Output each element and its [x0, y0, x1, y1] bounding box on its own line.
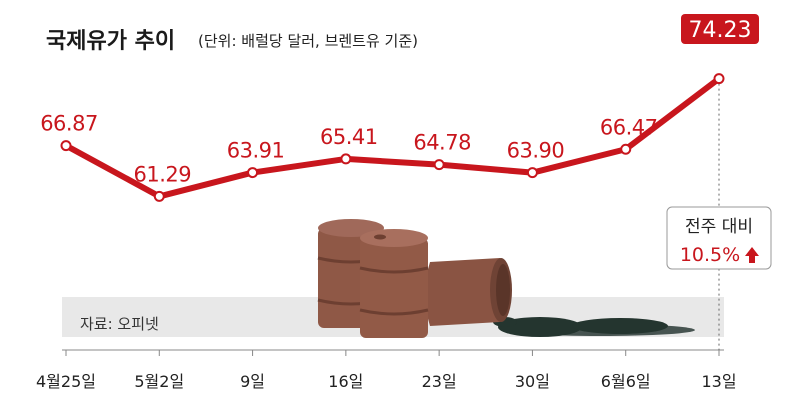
oil-barrels-illustration [317, 219, 695, 338]
data-label: 65.41 [320, 125, 378, 149]
data-point [247, 167, 259, 179]
data-point [433, 159, 445, 171]
chart-title: 국제유가 추이 [46, 29, 175, 54]
data-points [60, 73, 725, 202]
x-tick-label: 6월6일 [601, 372, 651, 391]
data-label: 66.87 [40, 112, 98, 136]
data-label: 63.90 [507, 139, 565, 163]
annotation-value: 10.5% [680, 244, 740, 266]
chart-unit: (단위: 배럴당 달러, 브렌트유 기준) [198, 32, 418, 50]
data-label: 74.23 [689, 18, 752, 43]
annotation-box [666, 206, 772, 270]
data-label: 63.91 [227, 139, 285, 163]
x-tick-label: 4월25일 [36, 372, 96, 391]
annotation-label: 전주 대비 [685, 217, 753, 237]
data-label: 64.78 [413, 131, 471, 155]
data-point [153, 190, 165, 202]
weekly-change-annotation: 전주 대비 10.5% [666, 206, 772, 270]
last-value-badge [681, 14, 759, 44]
x-tick-label: 13일 [701, 372, 736, 391]
data-point [713, 73, 725, 85]
x-tick-label: 30일 [515, 372, 550, 391]
data-point [340, 153, 352, 165]
data-point [60, 140, 72, 152]
data-labels: 66.87 61.29 63.91 65.41 64.78 63.90 66.47 74.23 [40, 14, 759, 186]
x-tick-label: 5월2일 [134, 372, 184, 391]
data-label: 61.29 [133, 162, 191, 186]
x-tick-label: 9일 [240, 372, 265, 391]
x-tick-label: 23일 [422, 372, 457, 391]
x-axis-ticks: 4월25일 5월2일 9일 16일 23일 30일 6월6일 13일 [36, 350, 737, 391]
source-label: 자료: 오피넷 [80, 315, 159, 333]
data-point [526, 167, 538, 179]
data-label: 66.47 [600, 115, 658, 139]
up-arrow-icon [745, 247, 759, 263]
series-line [63, 75, 722, 200]
x-tick-label: 16일 [328, 372, 363, 391]
data-point [620, 143, 632, 155]
